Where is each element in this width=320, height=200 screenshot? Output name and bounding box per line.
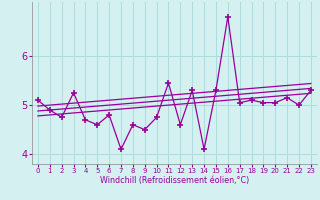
X-axis label: Windchill (Refroidissement éolien,°C): Windchill (Refroidissement éolien,°C) <box>100 176 249 185</box>
